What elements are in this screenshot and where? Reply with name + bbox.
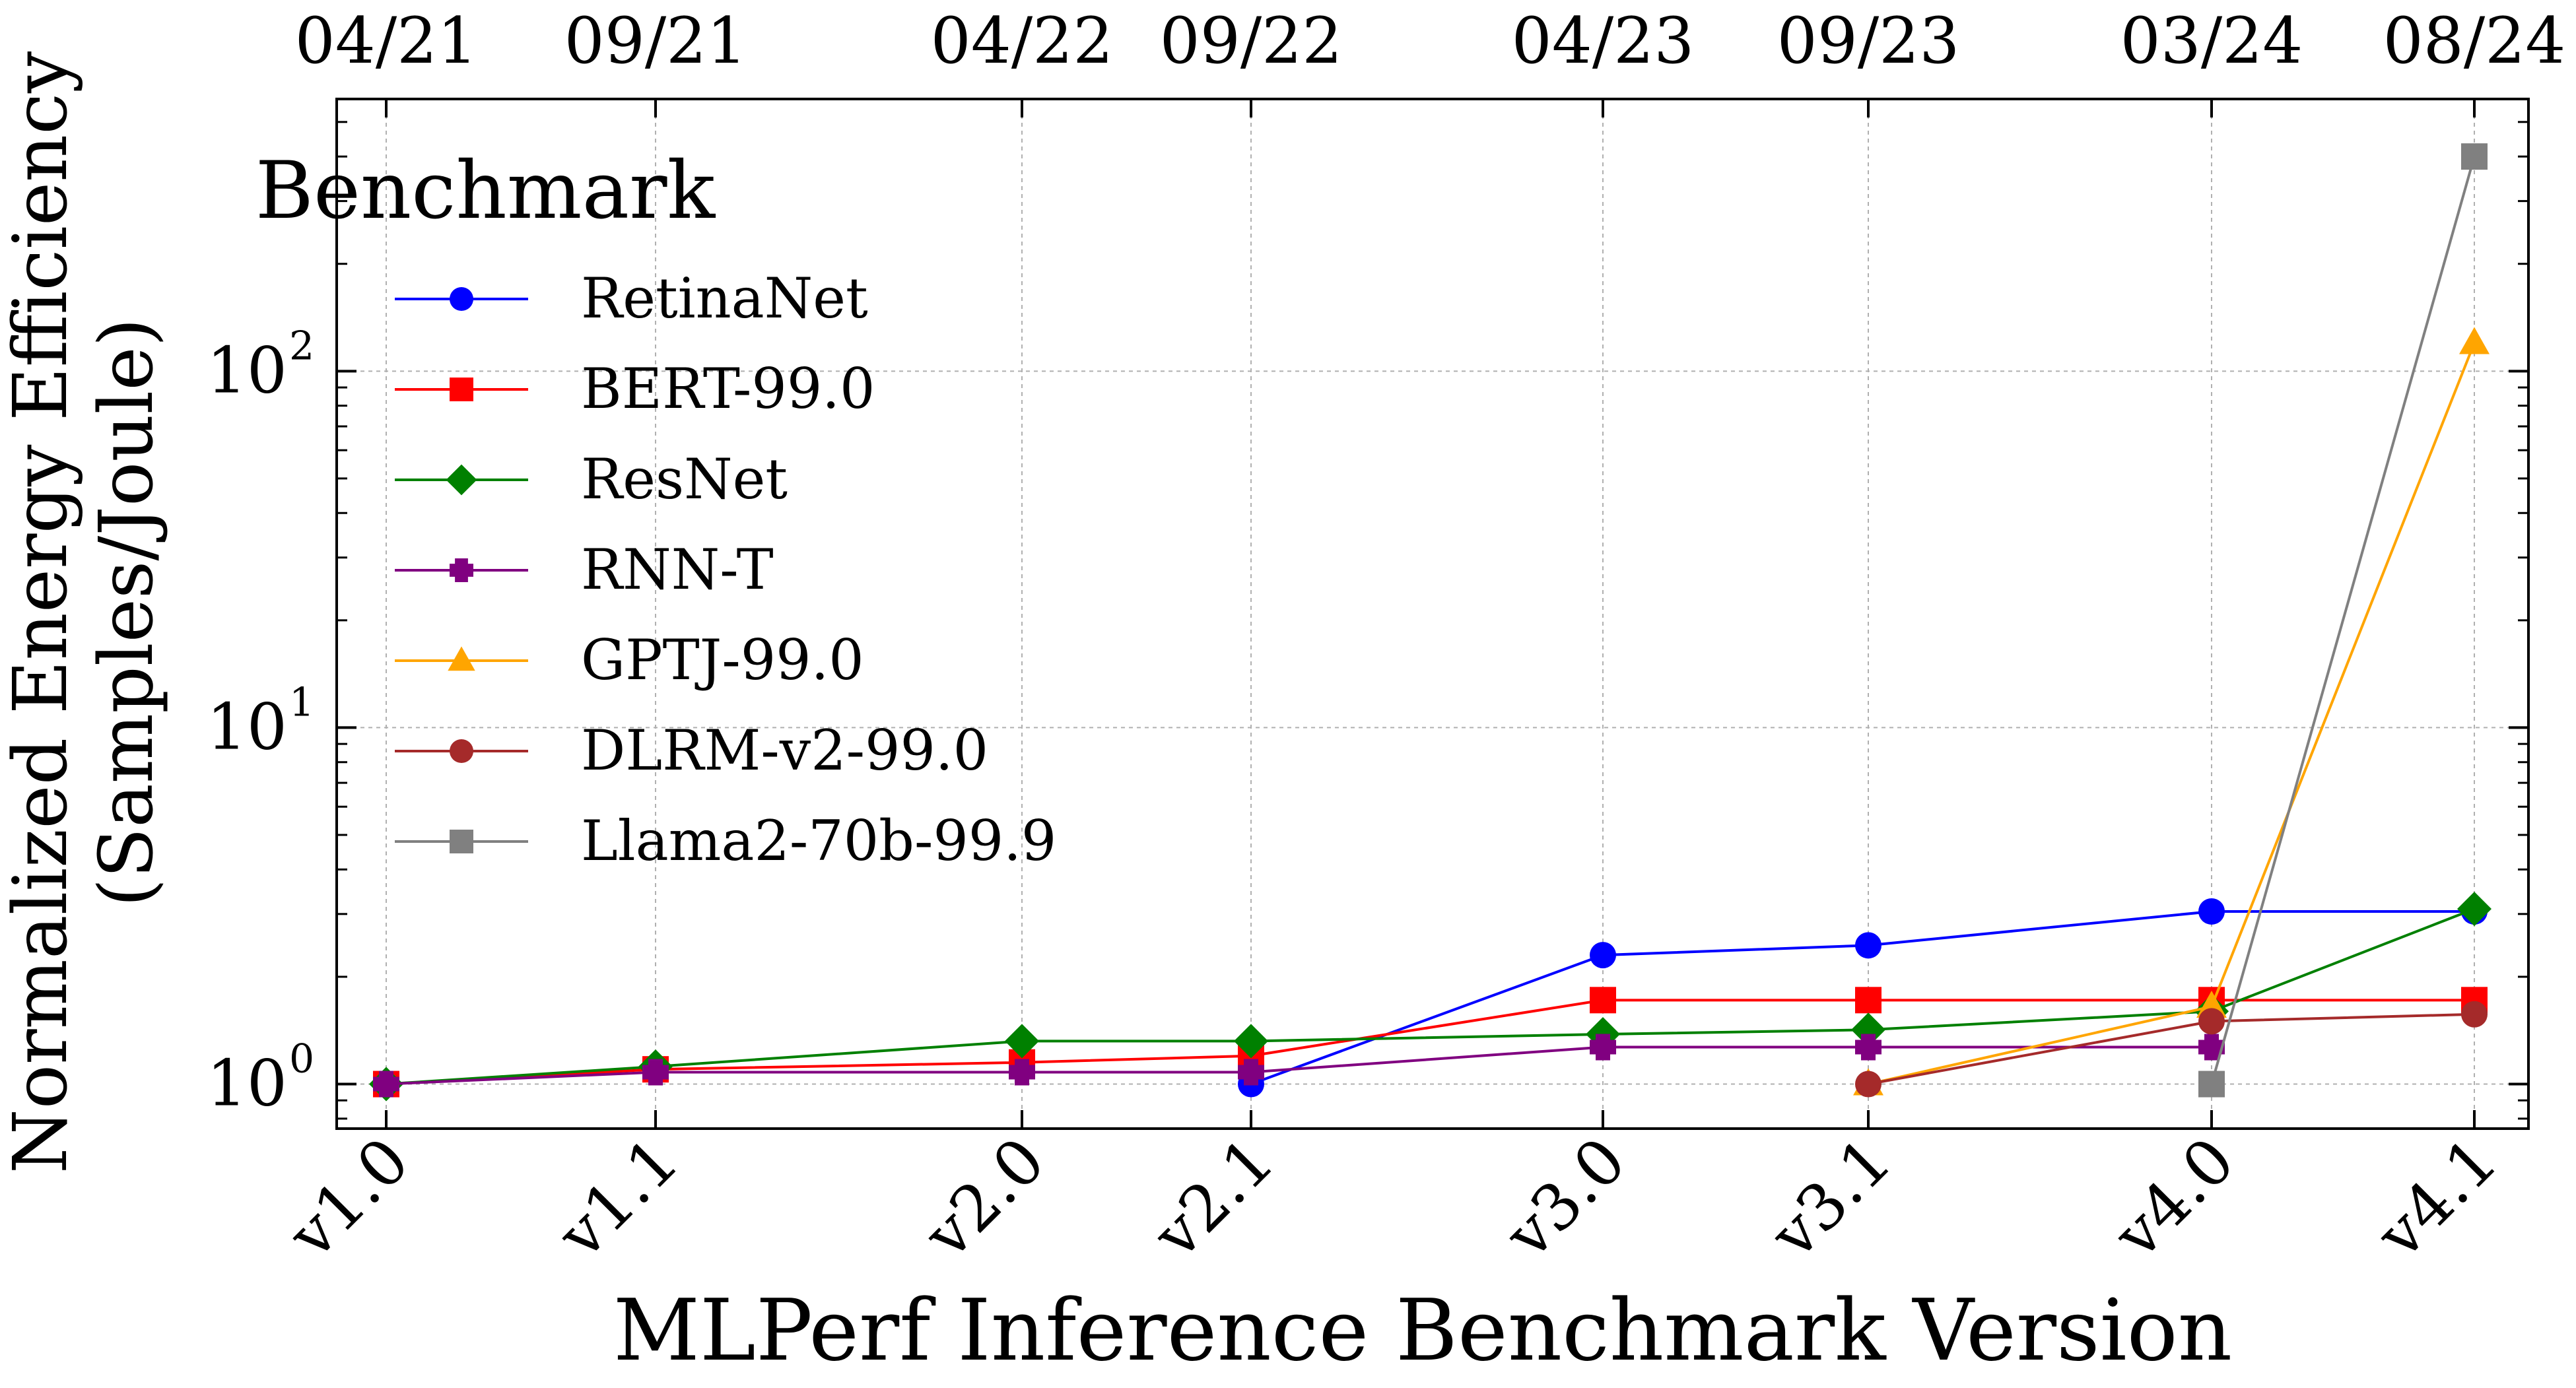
top-date-label: 04/22	[931, 4, 1114, 78]
top-date-label: 09/22	[1160, 4, 1343, 78]
legend-label: BERT-99.0	[581, 356, 875, 421]
x-tick-label: v2.0	[910, 1123, 1059, 1272]
y-tick-label: 10	[207, 333, 287, 407]
series-rnn-t	[373, 1034, 2225, 1098]
top-date-label: 04/21	[295, 4, 478, 78]
y-axis-title-line2: (Samples/Joule)	[84, 318, 170, 908]
data-point	[2461, 143, 2488, 170]
data-point	[1590, 1034, 1616, 1061]
data-point	[2198, 1008, 2225, 1035]
legend-marker	[450, 739, 473, 763]
top-date-label: 03/24	[2120, 4, 2303, 78]
x-axis-tick-labels: v1.0 v1.1 v2.0 v2.1 v3.0 v3.1 v4.0 v4.1	[274, 1123, 2511, 1272]
data-point	[1851, 1012, 1885, 1047]
data-point	[1238, 1059, 1264, 1086]
legend-item: ResNet	[395, 447, 788, 512]
top-axis-date-labels: 04/21 09/21 04/22 09/22 04/23 09/23 03/24 08/24	[295, 4, 2566, 78]
legend-item: DLRM-v2-99.0	[395, 718, 988, 783]
legend-item: Llama2-70b-99.9	[395, 809, 1056, 873]
x-tick-label: v1.1	[543, 1123, 693, 1272]
data-point	[373, 1071, 399, 1098]
data-point	[642, 1059, 669, 1086]
data-point	[2459, 327, 2490, 354]
legend-title: Benchmark	[255, 145, 716, 237]
legend-marker	[448, 646, 475, 671]
series-dlrm-v2-99-0	[1855, 1001, 2488, 1098]
y-tick-label-exponent: 1	[289, 679, 314, 725]
y-axis-title-line1: Normalized Energy Efficiency	[0, 51, 84, 1174]
legend: Benchmark RetinaNet BERT-99.0 ResNet RNN-T G…	[255, 145, 1057, 873]
data-point	[1855, 1071, 1881, 1098]
series-bert-99-0	[373, 987, 2488, 1098]
data-point	[2457, 892, 2491, 927]
y-tick-label: 10	[207, 1047, 287, 1121]
x-tick-label: v4.0	[2099, 1123, 2249, 1272]
legend-item: RNN-T	[395, 537, 774, 602]
x-tick-label: v2.1	[1139, 1123, 1288, 1272]
x-axis-title: MLPerf Inference Benchmark Version	[613, 1282, 2232, 1380]
x-tick-label: v3.0	[1491, 1123, 1640, 1272]
plot-area-frame	[335, 98, 2530, 1130]
legend-label: Llama2-70b-99.9	[581, 809, 1056, 873]
legend-marker	[450, 558, 473, 582]
data-point	[1009, 1059, 1035, 1086]
data-point	[1590, 987, 1616, 1014]
y-tick-label: 10	[207, 690, 287, 764]
top-date-label: 09/23	[1777, 4, 1960, 78]
top-date-label: 08/24	[2383, 4, 2566, 78]
legend-marker	[446, 464, 477, 496]
x-tick-label: v1.0	[274, 1123, 423, 1272]
x-tick-label: v4.1	[2362, 1123, 2511, 1272]
legend-marker	[450, 830, 473, 853]
legend-marker	[450, 287, 473, 311]
x-tick-label: v3.1	[1756, 1123, 1905, 1272]
series-line	[386, 908, 2475, 1086]
legend-label: GPTJ-99.0	[581, 628, 864, 692]
data-point	[2198, 1034, 2225, 1061]
grid-lines	[337, 99, 2528, 1129]
data-point	[2198, 898, 2225, 925]
legend-label: ResNet	[581, 447, 788, 512]
legend-item: BERT-99.0	[395, 356, 875, 421]
data-point	[1590, 942, 1616, 969]
axis-ticks	[337, 99, 2528, 1129]
top-date-label: 04/23	[1512, 4, 1695, 78]
series-llama2-70b-99-9	[2198, 143, 2488, 1098]
data-point	[2461, 1001, 2488, 1028]
series-line	[2210, 156, 2476, 1085]
top-date-label: 09/21	[564, 4, 747, 78]
data-point	[1234, 1024, 1268, 1059]
y-tick-label-exponent: 0	[289, 1036, 314, 1082]
data-point	[1855, 932, 1881, 959]
legend-marker	[450, 378, 473, 401]
y-tick-label-exponent: 2	[289, 323, 314, 369]
series-lines	[369, 143, 2491, 1102]
legend-label: RNN-T	[581, 537, 774, 602]
legend-item: RetinaNet	[395, 266, 868, 331]
data-point	[1855, 1034, 1881, 1061]
data-point	[1855, 987, 1881, 1014]
legend-label: DLRM-v2-99.0	[581, 718, 988, 783]
data-point	[1005, 1024, 1039, 1059]
series-line	[386, 999, 2474, 1086]
series-line	[1868, 342, 2476, 1086]
legend-item: GPTJ-99.0	[395, 628, 864, 692]
data-point	[2198, 1071, 2225, 1098]
legend-label: RetinaNet	[581, 266, 868, 331]
